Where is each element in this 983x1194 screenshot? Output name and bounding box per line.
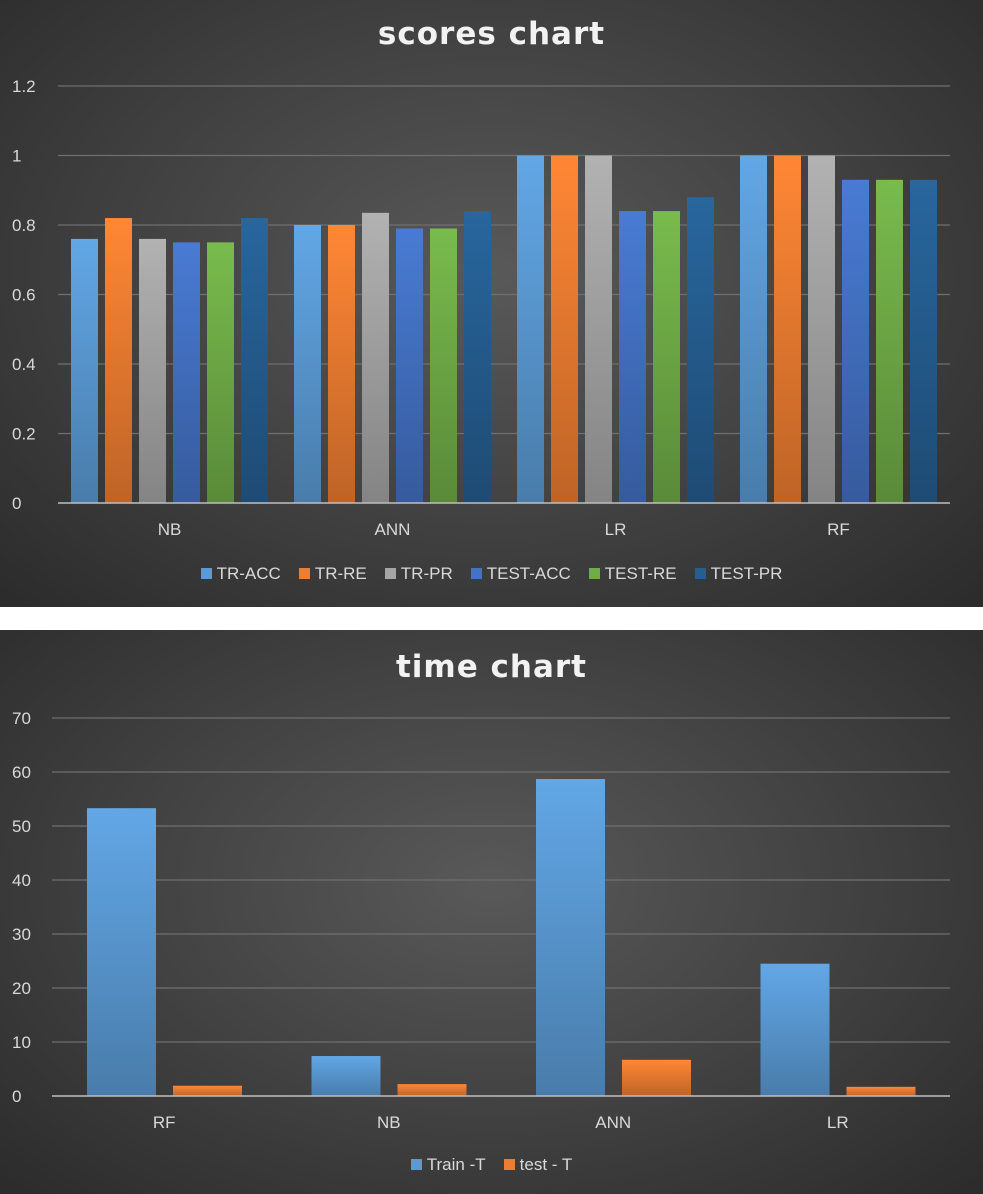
bar-test-re-rf — [876, 179, 903, 503]
bar-test-t-ann — [622, 1059, 691, 1096]
legend-swatch — [410, 1159, 422, 1170]
legend-swatch — [588, 568, 600, 579]
y-tick-label: 1.2 — [12, 77, 36, 96]
bar-test-t-rf — [173, 1085, 242, 1096]
scores-chart-panel: scores chart 0 0.2 0.4 0.6 0.8 1 1.2 NB ANN LR RF … — [0, 0, 983, 607]
bar-test-pr-lr — [687, 197, 714, 503]
legend-swatch — [503, 1159, 515, 1170]
bar-test-acc-ann — [396, 228, 423, 503]
legend-swatch — [470, 568, 482, 579]
legend-label: TR-PR — [400, 564, 453, 583]
legend-item: TEST-PR — [694, 564, 783, 584]
bar-tr-pr-rf — [808, 155, 835, 503]
x-category-label: RF — [827, 520, 850, 539]
bar-tr-pr-ann — [362, 212, 389, 503]
x-category-label: ANN — [595, 1113, 631, 1132]
bar-tr-pr-lr — [585, 155, 612, 503]
bar-tr-acc-nb — [71, 238, 98, 503]
bar-train-t-ann — [536, 779, 605, 1096]
bar-test-acc-rf — [842, 179, 869, 503]
scores-chart-plot: 0 0.2 0.4 0.6 0.8 1 1.2 NB ANN LR RF — [12, 77, 950, 539]
bar-test-re-lr — [653, 211, 680, 503]
bar-tr-re-ann — [328, 225, 355, 503]
bar-train-t-lr — [760, 963, 830, 1096]
x-category-label: RF — [153, 1113, 176, 1132]
bar-test-pr-ann — [464, 211, 491, 503]
bar-test-acc-nb — [173, 242, 200, 503]
legend-label: TEST-RE — [604, 564, 677, 583]
x-category-label: NB — [158, 520, 182, 539]
x-category-label: LR — [605, 520, 627, 539]
scores-chart-title: scores chart — [377, 16, 606, 52]
legend-swatch — [298, 568, 310, 579]
legend-item: TR-PR — [384, 564, 453, 584]
legend-item: TEST-ACC — [470, 564, 571, 584]
bar-test-pr-nb — [241, 218, 268, 504]
time-chart-title: time chart — [395, 649, 588, 685]
y-tick-label: 50 — [12, 817, 31, 836]
x-category-label: ANN — [375, 520, 411, 539]
y-tick-label: 0 — [12, 1087, 21, 1106]
y-tick-label: 0.2 — [12, 425, 36, 444]
bar-test-pr-rf — [910, 179, 937, 503]
y-tick-label: 0.4 — [12, 355, 36, 374]
time-chart-plot: 0 10 20 30 40 50 60 70 RF NB ANN LR — [12, 709, 950, 1132]
time-chart-panel: time chart 0 10 20 30 40 50 60 70 RF NB ANN LR Trai… — [0, 630, 983, 1194]
legend-swatch — [200, 568, 212, 579]
legend-item: Train -T — [410, 1155, 486, 1175]
legend-item: TR-ACC — [200, 564, 281, 584]
y-tick-label: 20 — [12, 979, 31, 998]
legend-label: TR-ACC — [216, 564, 281, 583]
legend-label: TEST-PR — [710, 564, 783, 583]
legend-swatch — [694, 568, 706, 579]
legend-label: test - T — [519, 1155, 573, 1174]
bar-tr-re-lr — [551, 155, 578, 503]
x-category-label: NB — [377, 1113, 401, 1132]
bar-tr-acc-rf — [740, 155, 767, 503]
y-tick-label: 0.6 — [12, 286, 36, 305]
y-tick-label: 0.8 — [12, 216, 36, 235]
y-tick-label: 1 — [12, 147, 21, 166]
y-tick-label: 30 — [12, 925, 31, 944]
bar-train-t-rf — [87, 808, 156, 1096]
legend-item: TR-RE — [298, 564, 367, 584]
legend-label: Train -T — [426, 1155, 486, 1174]
y-tick-label: 10 — [12, 1033, 31, 1052]
y-tick-label: 0 — [12, 494, 21, 513]
legend-label: TEST-ACC — [486, 564, 571, 583]
bar-test-re-nb — [207, 242, 234, 503]
bar-test-t-nb — [397, 1084, 467, 1096]
bar-tr-re-rf — [774, 155, 801, 503]
legend-swatch — [384, 568, 396, 579]
legend-item: test - T — [503, 1155, 573, 1175]
y-tick-label: 40 — [12, 871, 31, 890]
legend-label: TR-RE — [314, 564, 367, 583]
y-tick-label: 70 — [12, 709, 31, 728]
y-tick-label: 60 — [12, 763, 31, 782]
bar-tr-pr-nb — [139, 238, 166, 503]
time-chart-legend: Train -T test - T — [0, 1155, 983, 1175]
bar-train-t-nb — [311, 1056, 381, 1096]
bar-test-re-ann — [430, 228, 457, 503]
bar-tr-acc-lr — [517, 155, 544, 503]
legend-item: TEST-RE — [588, 564, 677, 584]
bar-tr-re-nb — [105, 218, 132, 504]
bar-tr-acc-ann — [294, 225, 321, 503]
bar-test-t-lr — [846, 1086, 916, 1096]
scores-chart-legend: TR-ACC TR-RE TR-PR TEST-ACC TEST-RE TEST-PR — [0, 564, 983, 584]
x-category-label: LR — [827, 1113, 849, 1132]
bar-test-acc-lr — [619, 211, 646, 503]
